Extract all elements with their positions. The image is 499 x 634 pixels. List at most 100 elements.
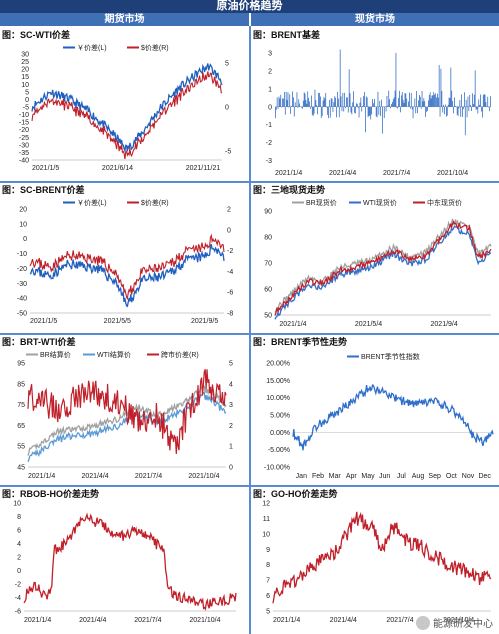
- basis-bar: [487, 96, 489, 107]
- basis-bar: [293, 97, 294, 107]
- basis-bar: [363, 96, 364, 107]
- tick-label: 90: [264, 209, 272, 216]
- chart-title: 图：BRENT季节性走势: [253, 337, 347, 347]
- row-divider: [0, 485, 499, 487]
- basis-bar: [471, 106, 472, 111]
- tick-label: 0: [23, 236, 27, 243]
- basis-bar: [341, 106, 343, 112]
- basis-bar: [461, 94, 462, 107]
- basis-bar: [422, 101, 424, 107]
- chart-title: 图：SC-BRENT价差: [2, 185, 85, 195]
- tick-label: 2: [17, 555, 21, 562]
- tick-label: Jul: [397, 473, 406, 480]
- basis-bar: [370, 106, 372, 120]
- chart-title: 图：GO-HO价差走势: [253, 489, 338, 499]
- basis-bar: [351, 106, 353, 115]
- tick-label: 65: [17, 423, 25, 430]
- basis-bar: [303, 92, 305, 107]
- basis-bar: [394, 90, 396, 107]
- basis-bar: [302, 106, 303, 109]
- basis-bar: [403, 102, 405, 107]
- basis-bar: [316, 105, 318, 107]
- basis-bar: [304, 93, 306, 107]
- basis-bar: [464, 106, 466, 136]
- basis-bar: [278, 96, 280, 107]
- tick-label: Sep: [428, 473, 441, 480]
- tick-label: 2021/10/4: [189, 617, 220, 624]
- tick-label: 2: [227, 207, 231, 214]
- basis-bar: [284, 106, 286, 115]
- basis-bar: [446, 106, 447, 117]
- tick-label: 2: [229, 423, 233, 430]
- basis-bar: [321, 106, 323, 117]
- basis-bar: [293, 106, 295, 117]
- tick-label: 4: [229, 381, 233, 388]
- basis-bar: [421, 90, 423, 107]
- watermark-text: 能源研发中心: [433, 619, 493, 630]
- basis-bar: [441, 90, 443, 107]
- tick-label: 0: [25, 97, 29, 104]
- futures-header: 期货市场: [0, 13, 249, 26]
- chart-panel-sc-brent: 图：SC-BRENT价差 ￥价差(L) $价差(R) -50 -40 -30 -20 -10…: [0, 183, 249, 333]
- tick-label: Mar: [329, 473, 342, 480]
- series-line-go-ho: [272, 511, 492, 604]
- tick-label: 75: [17, 402, 25, 409]
- tick-label: 0: [17, 568, 21, 575]
- basis-bar: [456, 106, 458, 115]
- tick-label: 2021/1/5: [30, 318, 57, 325]
- basis-bar: [427, 106, 428, 112]
- basis-bar: [391, 104, 392, 107]
- basis-bar: [285, 91, 287, 107]
- tick-label: 2021/10/4: [188, 473, 219, 480]
- tick-label: 5: [225, 60, 229, 67]
- basis-bar: [437, 93, 438, 107]
- basis-bar: [345, 106, 346, 109]
- basis-bar: [418, 100, 419, 107]
- tick-label: -2: [15, 582, 21, 589]
- basis-bar: [295, 106, 297, 107]
- basis-bar: [439, 106, 441, 117]
- chart-svg: ￥价差(L) $价差(R)-40-35-30-25-20-15-10-505101…: [19, 43, 231, 172]
- basis-bar: [477, 106, 479, 114]
- series-line-rbob-ho: [23, 512, 237, 611]
- chart-panel-brt-wti: 图：BRT-WTI价差 BR结算价 WTI结算价 跨市价差(R) 45 55 65 75 85…: [0, 335, 249, 485]
- tick-label: 10: [262, 531, 270, 538]
- basis-bar: [452, 100, 453, 107]
- legend-label: 跨市价差(R): [161, 350, 199, 359]
- basis-bar: [411, 106, 413, 110]
- basis-bar: [317, 106, 318, 115]
- basis-bar: [446, 106, 448, 116]
- basis-bar: [399, 90, 400, 107]
- basis-bar: [374, 98, 375, 107]
- basis-bar: [429, 92, 431, 107]
- basis-bar: [334, 96, 336, 107]
- basis-bar: [440, 68, 442, 107]
- basis-bar: [489, 106, 490, 112]
- basis-bar: [301, 106, 302, 108]
- basis-bar: [409, 92, 410, 107]
- basis-bar: [386, 95, 388, 107]
- tick-label: Jan: [296, 473, 307, 480]
- tick-label: 15: [21, 74, 29, 81]
- tick-label: 0: [225, 105, 229, 112]
- basis-bar: [405, 93, 407, 107]
- basis-bar: [473, 94, 475, 107]
- basis-bar: [447, 104, 449, 107]
- basis-bar: [311, 95, 312, 107]
- basis-bar: [282, 98, 283, 107]
- tick-label: 2021/4/4: [81, 473, 108, 480]
- row-divider: [0, 333, 499, 335]
- tick-label: -4: [227, 269, 233, 276]
- basis-bar: [365, 106, 366, 133]
- basis-bar: [458, 106, 460, 109]
- tick-label: 2021/4/4: [79, 617, 106, 624]
- basis-bar: [290, 106, 291, 114]
- chart-panel-spot: 图：三地现货走势 BR现货价 WTI现货价 中东现货价 50 60 70 80 90 2021/…: [251, 183, 499, 333]
- basis-bar: [475, 106, 477, 111]
- tick-label: 2: [268, 69, 272, 76]
- chart-svg: -6 -4 -2 0 2 4 6 8 10 2021/1/4 2021/4/4 2021/7/4 202…: [13, 501, 237, 624]
- tick-label: 2021/1/4: [28, 473, 55, 480]
- tick-label: 8: [266, 562, 270, 569]
- basis-bar: [335, 97, 336, 107]
- chart-title: 图：BRENT基差: [253, 30, 320, 40]
